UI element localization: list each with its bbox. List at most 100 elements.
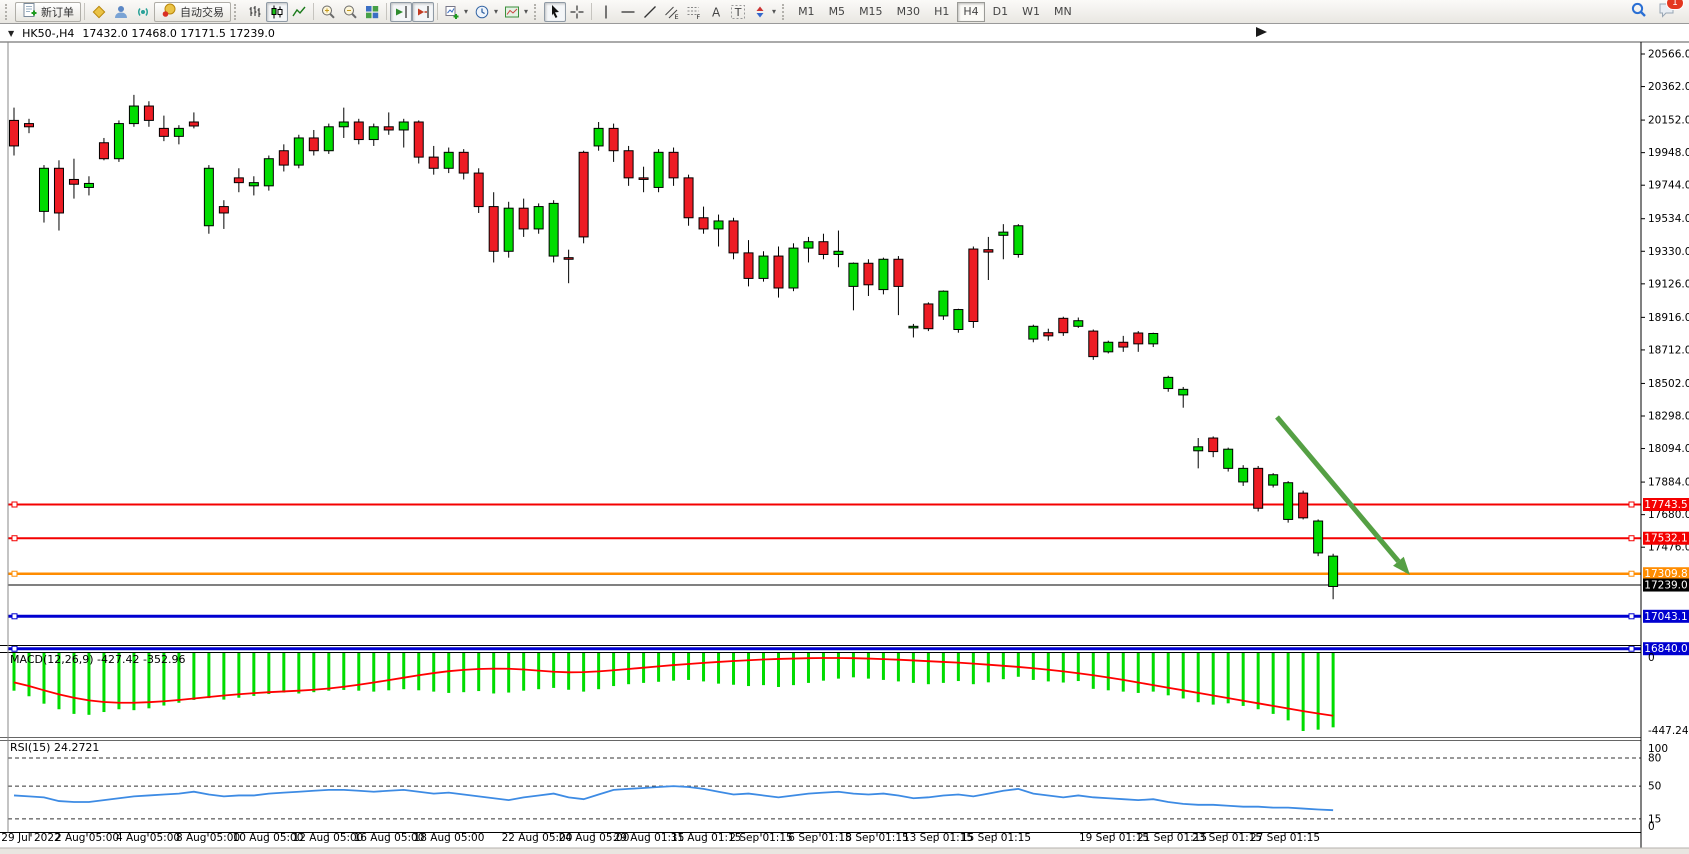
chart-shift-button[interactable] [412,1,434,22]
hline-handle[interactable] [1628,535,1635,542]
new-order-button[interactable]: 新订单 [15,1,81,22]
price-axis-label: 19948.0 [1648,147,1689,159]
timeframe-W1[interactable]: W1 [1022,5,1040,18]
hline-handle[interactable] [1628,645,1635,652]
new-chart-button[interactable]: ▾ [441,2,471,22]
fibonacci-tool-button[interactable]: F [683,2,705,22]
price-chart[interactable]: 20566.0 20362.0 20152.0 19948.0 19744.0 19534… [0,24,1689,854]
date-label: 13 Sep 01:15 [903,832,973,844]
date-label: 2 Sep 01:15 [729,832,792,844]
candle [458,151,469,174]
date-label: 31 Aug 01:15 [671,832,742,844]
candle [218,206,229,214]
price-axis-label: 19534.0 [1648,213,1689,225]
timeframe-M15[interactable]: M15 [859,5,883,18]
candle [173,127,184,137]
hline-handle[interactable] [11,535,18,542]
line-chart-button[interactable] [288,2,310,22]
bar-chart-button[interactable] [244,2,266,22]
timeframe-M30[interactable]: M30 [896,5,921,18]
hline-handle[interactable] [11,501,18,508]
macd-bar [896,653,900,682]
candle [668,151,679,179]
date-label: 29 Aug 01:15 [614,832,685,844]
text-label-tool-button[interactable]: T [727,2,749,22]
candle [563,257,574,260]
candle [623,150,634,179]
timeframe-MN[interactable]: MN [1053,5,1072,18]
price-tag-17743.5 [1643,498,1689,512]
crosshair-tool-button[interactable] [566,2,588,22]
candle [1133,332,1144,345]
hline-handle[interactable] [11,613,18,620]
text-tool-button[interactable]: A [705,2,727,22]
macd-bar [1136,653,1140,693]
auto-trading-button[interactable]: 自动交易 [154,1,231,22]
chat-icon[interactable]: 1 [1658,0,1684,22]
candle [683,177,694,219]
cursor-tool-button[interactable] [544,1,567,22]
candle [1208,437,1219,453]
macd-bar [12,653,16,691]
arrows-tool-button[interactable]: ▾ [749,2,779,22]
price-axis-label: 19126.0 [1648,278,1689,290]
template-button[interactable]: ▾ [501,2,531,22]
candle [1043,332,1054,337]
candlestick-chart-button[interactable] [266,1,288,22]
zoom-in-button[interactable] [317,2,339,22]
candle [368,126,379,141]
macd-bar [297,653,301,694]
tile-windows-button[interactable] [361,2,383,22]
macd-bar [462,653,466,693]
candle [968,248,979,323]
new-order-icon [22,2,38,21]
candle [653,151,664,188]
candle [9,119,19,147]
macd-bar [1271,653,1275,714]
candle [533,206,544,230]
timeframe-D1[interactable]: D1 [992,5,1009,18]
hline-handle[interactable] [1628,570,1635,577]
hline-handle[interactable] [1628,613,1635,620]
date-label: 27 Sep 01:15 [1250,832,1320,844]
hline-handle[interactable] [11,570,18,577]
timeframe-M5[interactable]: M5 [828,5,846,18]
macd-bar [357,653,361,691]
hline-handle[interactable] [1628,501,1635,508]
collapse-icon[interactable]: ▼ [8,29,15,38]
period-button[interactable]: ▾ [471,2,501,22]
market-watch-button[interactable] [88,2,110,22]
trendline-tool-button[interactable] [639,2,661,22]
candle [308,137,319,152]
price-tag-label: 17239.0 [1644,580,1687,592]
macd-bar [477,653,481,692]
search-icon[interactable] [1630,1,1648,22]
candle [1313,520,1324,554]
macd-bar [986,653,990,683]
navigator-button[interactable] [110,2,132,22]
macd-bar [672,653,676,681]
candle [503,207,514,252]
horizontal-line-tool-button[interactable] [617,2,639,22]
signals-button[interactable] [132,2,154,22]
price-tag-label: 17532.1 [1644,533,1687,545]
trend-arrow-head[interactable] [1393,556,1410,575]
channel-tool-button[interactable]: E [661,2,683,22]
timeframe-H4[interactable]: H4 [957,1,985,22]
candle [1223,448,1234,469]
auto-scroll-button[interactable] [390,1,412,22]
price-tag-label: 16840.0 [1644,643,1687,655]
timeframe-H1[interactable]: H1 [934,5,950,18]
macd-bar [1181,653,1185,699]
candle [128,105,139,125]
date-label: 18 Aug 05:00 [414,832,485,844]
rsi-line [13,785,1334,812]
chart-shift-marker [1256,27,1267,37]
trend-arrow[interactable] [1275,415,1401,563]
timeframe-M1[interactable]: M1 [798,5,815,18]
hline-handle[interactable] [11,645,18,652]
zoom-out-button[interactable] [339,2,361,22]
vertical-line-tool-button[interactable] [595,2,617,22]
auto-trading-label: 自动交易 [180,5,224,19]
